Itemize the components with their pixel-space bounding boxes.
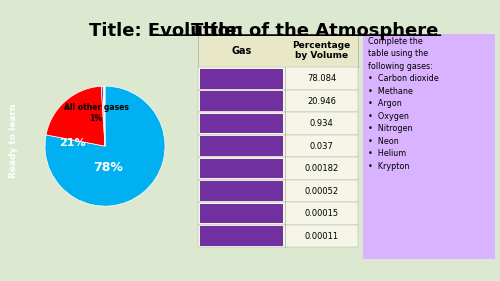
FancyBboxPatch shape [198,67,358,90]
Text: 0.00011: 0.00011 [304,232,338,241]
Text: Ready to learn: Ready to learn [9,103,18,178]
FancyBboxPatch shape [200,159,282,178]
Text: 0.934: 0.934 [310,119,334,128]
Text: Gas: Gas [231,46,252,56]
Text: Percentage
by Volume: Percentage by Volume [292,41,351,60]
Text: 0.037: 0.037 [310,142,334,151]
Text: 20.946: 20.946 [307,97,336,106]
Text: 0.00052: 0.00052 [304,187,338,196]
FancyBboxPatch shape [198,135,358,157]
FancyBboxPatch shape [200,204,282,223]
FancyBboxPatch shape [200,136,282,156]
FancyBboxPatch shape [363,34,496,259]
FancyBboxPatch shape [198,34,358,67]
FancyBboxPatch shape [200,181,282,201]
FancyBboxPatch shape [198,225,358,247]
Text: Complete the
table using the
following gases:
•  Carbon dioxide
•  Methane
•  Ar: Complete the table using the following g… [368,37,438,171]
Text: Title: Evolution of the Atmosphere: Title: Evolution of the Atmosphere [0,280,1,281]
FancyBboxPatch shape [198,202,358,225]
FancyBboxPatch shape [200,226,282,246]
Text: 78.084: 78.084 [307,74,336,83]
FancyBboxPatch shape [200,91,282,111]
Text: 0.00182: 0.00182 [304,164,339,173]
FancyBboxPatch shape [198,157,358,180]
Text: Title: Evolution of the Atmosphere: Title: Evolution of the Atmosphere [89,22,439,40]
FancyBboxPatch shape [200,114,282,133]
Text: 78%: 78% [93,161,123,174]
FancyBboxPatch shape [198,112,358,135]
Wedge shape [45,86,165,206]
FancyBboxPatch shape [198,180,358,202]
Wedge shape [101,86,105,146]
Wedge shape [104,86,105,146]
Text: All other gases
1%: All other gases 1% [64,103,128,123]
FancyBboxPatch shape [198,90,358,112]
Wedge shape [46,86,105,146]
Wedge shape [103,86,105,146]
Text: 21%: 21% [58,138,86,148]
Text: Title:: Title: [190,22,250,40]
FancyBboxPatch shape [200,69,282,89]
Text: 0.00015: 0.00015 [304,209,338,218]
